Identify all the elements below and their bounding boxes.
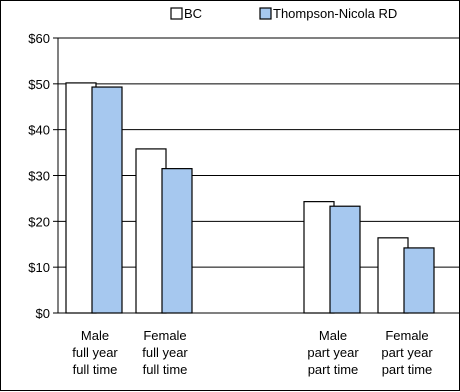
- bar-bc-1: [65, 82, 97, 314]
- x-category-label: part time: [308, 362, 359, 377]
- x-category-label: full time: [73, 362, 118, 377]
- bar-thompson-nicola-1: [91, 86, 123, 314]
- y-tick-label: $20: [28, 214, 50, 229]
- legend-label-1: BC: [184, 6, 202, 21]
- x-category-label: full time: [143, 362, 188, 377]
- bar-bc-3: [303, 201, 335, 314]
- bar-thompson-nicola-4: [403, 247, 435, 314]
- x-category-label: full year: [142, 345, 188, 360]
- y-tick-label: $0: [36, 306, 50, 321]
- y-tick-label: $30: [28, 169, 50, 184]
- y-tick-label: $10: [28, 260, 50, 275]
- y-tick-label: $40: [28, 123, 50, 138]
- x-category-label: Male: [81, 328, 109, 343]
- y-tick-label: $60: [28, 31, 50, 46]
- x-category-label: part time: [382, 362, 433, 377]
- legend-swatch-1: [170, 7, 183, 20]
- x-category-label: Female: [143, 328, 186, 343]
- x-category-label: part year: [307, 345, 359, 360]
- bar-thompson-nicola-3: [329, 205, 361, 314]
- x-category-label: full year: [72, 345, 118, 360]
- x-category-label: part year: [381, 345, 433, 360]
- y-tick-label: $50: [28, 77, 50, 92]
- x-category-label: Female: [385, 328, 428, 343]
- legend-label-2: Thompson-Nicola RD: [273, 6, 397, 21]
- bar-bc-4: [377, 237, 409, 314]
- legend-swatch-2: [259, 7, 272, 20]
- x-category-label: Male: [319, 328, 347, 343]
- bar-thompson-nicola-2: [161, 168, 193, 314]
